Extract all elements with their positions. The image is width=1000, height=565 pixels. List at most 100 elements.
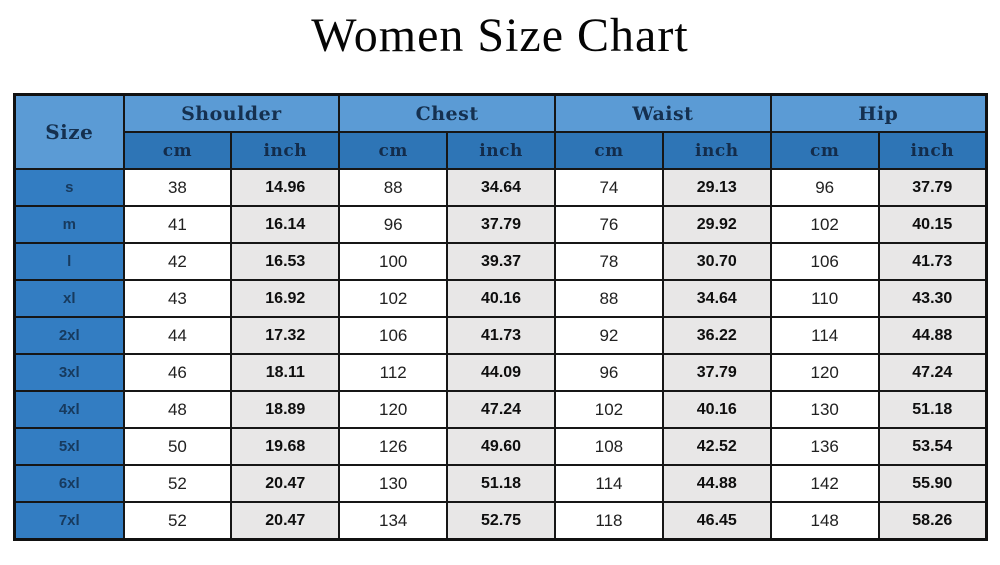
waist-cm-cell: 118	[554, 501, 664, 541]
hip-inch-header: inch	[877, 131, 988, 170]
chest-inch-cell: 51.18	[446, 464, 556, 503]
waist-cm-cell: 114	[554, 464, 664, 503]
waist-inch-cell: 29.92	[661, 205, 772, 244]
hip-cm-cell: 136	[769, 427, 880, 466]
chest-cm-cell: 88	[338, 168, 449, 207]
group-header-chest: Chest	[338, 93, 556, 133]
shoulder-inch-cell: 20.47	[230, 501, 341, 541]
waist-cm-cell: 74	[554, 168, 664, 207]
shoulder-cm-cell: 38	[122, 168, 233, 207]
page-title: Women Size Chart	[311, 9, 689, 62]
shoulder-cm-cell: 46	[122, 353, 233, 392]
chest-cm-cell: 112	[338, 353, 449, 392]
shoulder-inch-cell: 18.11	[230, 353, 341, 392]
size-chart-table: Size Shoulder Chest Waist Hip cm inch cm…	[13, 93, 988, 541]
table-body: s 38 14.96 88 34.64 74 29.13 96 37.79 m …	[13, 168, 988, 541]
chest-inch-cell: 39.37	[446, 242, 556, 281]
shoulder-inch-cell: 16.14	[230, 205, 341, 244]
chest-inch-header: inch	[446, 131, 556, 170]
waist-inch-cell: 42.52	[661, 427, 772, 466]
waist-cm-cell: 88	[554, 279, 664, 318]
chest-inch-cell: 44.09	[446, 353, 556, 392]
hip-cm-cell: 142	[769, 464, 880, 503]
group-header-hip: Hip	[769, 93, 988, 133]
waist-cm-cell: 108	[554, 427, 664, 466]
size-label: 4xl	[13, 390, 125, 429]
shoulder-cm-cell: 52	[122, 464, 233, 503]
chest-cm-cell: 130	[338, 464, 449, 503]
shoulder-cm-cell: 41	[122, 205, 233, 244]
table-row: 2xl 44 17.32 106 41.73 92 36.22 114 44.8…	[13, 316, 988, 355]
waist-cm-header: cm	[554, 131, 664, 170]
hip-cm-cell: 148	[769, 501, 880, 541]
size-label: m	[13, 205, 125, 244]
waist-inch-header: inch	[661, 131, 772, 170]
chest-inch-cell: 52.75	[446, 501, 556, 541]
hip-inch-cell: 58.26	[877, 501, 988, 541]
size-label: l	[13, 242, 125, 281]
table-row: l 42 16.53 100 39.37 78 30.70 106 41.73	[13, 242, 988, 281]
shoulder-cm-header: cm	[122, 131, 233, 170]
shoulder-inch-cell: 14.96	[230, 168, 341, 207]
hip-inch-cell: 43.30	[877, 279, 988, 318]
table-row: m 41 16.14 96 37.79 76 29.92 102 40.15	[13, 205, 988, 244]
hip-cm-header: cm	[769, 131, 880, 170]
chest-cm-cell: 120	[338, 390, 449, 429]
hip-inch-cell: 37.79	[877, 168, 988, 207]
waist-inch-cell: 40.16	[661, 390, 772, 429]
chest-cm-header: cm	[338, 131, 449, 170]
hip-cm-cell: 120	[769, 353, 880, 392]
shoulder-inch-cell: 17.32	[230, 316, 341, 355]
size-label: 2xl	[13, 316, 125, 355]
hip-inch-cell: 47.24	[877, 353, 988, 392]
waist-inch-cell: 30.70	[661, 242, 772, 281]
waist-cm-cell: 78	[554, 242, 664, 281]
hip-cm-cell: 114	[769, 316, 880, 355]
hip-cm-cell: 130	[769, 390, 880, 429]
hip-cm-cell: 96	[769, 168, 880, 207]
size-label: xl	[13, 279, 125, 318]
waist-cm-cell: 102	[554, 390, 664, 429]
size-label: s	[13, 168, 125, 207]
table-row: xl 43 16.92 102 40.16 88 34.64 110 43.30	[13, 279, 988, 318]
table-row: 6xl 52 20.47 130 51.18 114 44.88 142 55.…	[13, 464, 988, 503]
unit-header-row: cm inch cm inch cm inch cm inch	[15, 131, 988, 170]
hip-cm-cell: 102	[769, 205, 880, 244]
shoulder-cm-cell: 44	[122, 316, 233, 355]
chest-inch-cell: 47.24	[446, 390, 556, 429]
chest-inch-cell: 37.79	[446, 205, 556, 244]
size-label: 5xl	[13, 427, 125, 466]
hip-inch-cell: 40.15	[877, 205, 988, 244]
shoulder-inch-cell: 20.47	[230, 464, 341, 503]
shoulder-cm-cell: 43	[122, 279, 233, 318]
group-header-shoulder: Shoulder	[122, 93, 341, 133]
chest-inch-cell: 49.60	[446, 427, 556, 466]
hip-inch-cell: 53.54	[877, 427, 988, 466]
hip-inch-cell: 41.73	[877, 242, 988, 281]
table-row: 4xl 48 18.89 120 47.24 102 40.16 130 51.…	[13, 390, 988, 429]
chest-cm-cell: 106	[338, 316, 449, 355]
hip-inch-cell: 44.88	[877, 316, 988, 355]
waist-inch-cell: 46.45	[661, 501, 772, 541]
shoulder-cm-cell: 48	[122, 390, 233, 429]
waist-inch-cell: 44.88	[661, 464, 772, 503]
hip-inch-cell: 55.90	[877, 464, 988, 503]
shoulder-inch-cell: 16.53	[230, 242, 341, 281]
hip-cm-cell: 106	[769, 242, 880, 281]
waist-cm-cell: 92	[554, 316, 664, 355]
group-header-row: Size Shoulder Chest Waist Hip	[13, 93, 988, 170]
shoulder-inch-header: inch	[230, 131, 341, 170]
table-row: 3xl 46 18.11 112 44.09 96 37.79 120 47.2…	[13, 353, 988, 392]
table-header: Size Shoulder Chest Waist Hip cm inch cm…	[13, 93, 988, 170]
table-row: 5xl 50 19.68 126 49.60 108 42.52 136 53.…	[13, 427, 988, 466]
waist-inch-cell: 36.22	[661, 316, 772, 355]
shoulder-inch-cell: 18.89	[230, 390, 341, 429]
chest-cm-cell: 96	[338, 205, 449, 244]
size-label: 7xl	[13, 501, 125, 541]
hip-cm-cell: 110	[769, 279, 880, 318]
group-header-waist: Waist	[554, 93, 772, 133]
chest-inch-cell: 34.64	[446, 168, 556, 207]
chest-cm-cell: 100	[338, 242, 449, 281]
waist-cm-cell: 76	[554, 205, 664, 244]
